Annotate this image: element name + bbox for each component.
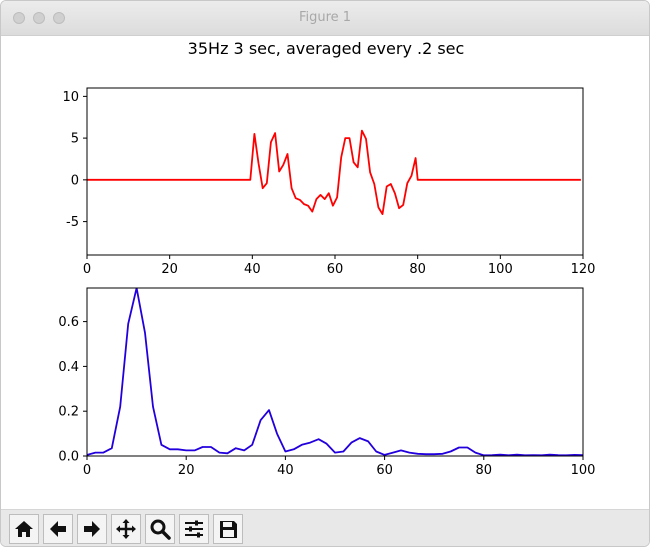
x-tick-label: 20: [178, 463, 195, 478]
axes-frame: [86, 87, 584, 256]
y-tick-label: 0: [71, 173, 79, 188]
series-line-1: [87, 288, 583, 456]
y-tick-label: 0.2: [58, 405, 79, 420]
y-tick-label: 0.0: [58, 450, 79, 465]
x-tick-label: 80: [476, 463, 493, 478]
arrow-right-icon: [84, 521, 100, 537]
x-tick-label: 80: [409, 262, 426, 277]
zoom-window-button[interactable]: [53, 12, 65, 24]
move-icon: [116, 519, 136, 539]
home-button[interactable]: [9, 514, 39, 544]
window-title: Figure 1: [298, 10, 352, 25]
y-tick-label: 0.6: [58, 315, 79, 330]
bottom-axes: 0 20 40 60 80 100 0.0 0.2 0.4 0.6: [58, 287, 596, 478]
y-tick-label: -5: [66, 215, 79, 230]
top-axes: 0 20 40 60 80 100 120 -5 0 5 10: [62, 87, 596, 277]
arrow-left-icon: [50, 521, 66, 537]
x-tick-label: 0: [83, 463, 91, 478]
close-window-button[interactable]: [13, 12, 25, 24]
title-bar: Figure 1: [1, 1, 649, 36]
save-button[interactable]: [213, 514, 243, 544]
magnifier-icon: [150, 519, 171, 540]
x-tick-label: 40: [244, 262, 261, 277]
navigation-toolbar: [1, 509, 649, 546]
figure-svg: 35Hz 3 sec, averaged every .2 sec 0 20 40 6…: [58, 39, 596, 478]
x-tick-label: 100: [571, 463, 596, 478]
back-button[interactable]: [43, 514, 73, 544]
floppy-disk-icon: [220, 521, 237, 538]
x-tick-label: 60: [327, 262, 344, 277]
y-tick-label: 5: [71, 132, 79, 147]
x-tick-label: 100: [488, 262, 513, 277]
minimize-window-button[interactable]: [33, 12, 45, 24]
sliders-icon: [185, 520, 203, 538]
figure-suptitle: 35Hz 3 sec, averaged every .2 sec: [188, 39, 465, 58]
pan-button[interactable]: [111, 514, 141, 544]
x-tick-label: 120: [571, 262, 596, 277]
x-tick-label: 20: [161, 262, 178, 277]
x-tick-label: 40: [277, 463, 294, 478]
y-tick-label: 0.4: [58, 360, 79, 375]
forward-button[interactable]: [77, 514, 107, 544]
subplots-button[interactable]: [179, 514, 209, 544]
home-icon: [15, 521, 33, 537]
x-tick-label: 0: [83, 262, 91, 277]
figure-canvas[interactable]: 35Hz 3 sec, averaged every .2 sec 0 20 40 6…: [1, 36, 649, 508]
zoom-button[interactable]: [145, 514, 175, 544]
x-tick-label: 60: [376, 463, 393, 478]
axes-frame: [86, 287, 584, 457]
series-line-0: [87, 129, 581, 216]
y-tick-label: 10: [62, 90, 79, 105]
